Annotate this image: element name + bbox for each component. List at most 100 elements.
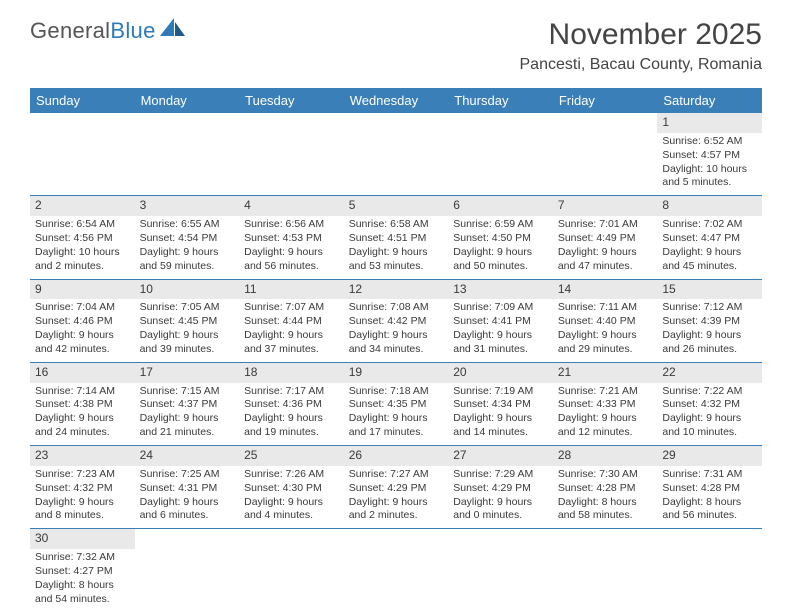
sunrise-text: Sunrise: 6:59 AM bbox=[453, 218, 548, 232]
day-cell: 18Sunrise: 7:17 AMSunset: 4:36 PMDayligh… bbox=[239, 362, 344, 445]
sunset-text: Sunset: 4:42 PM bbox=[349, 315, 444, 329]
day-cell: 21Sunrise: 7:21 AMSunset: 4:33 PMDayligh… bbox=[553, 362, 658, 445]
sunset-text: Sunset: 4:28 PM bbox=[662, 482, 757, 496]
day-cell: 22Sunrise: 7:22 AMSunset: 4:32 PMDayligh… bbox=[657, 362, 762, 445]
sunrise-text: Sunrise: 7:01 AM bbox=[558, 218, 653, 232]
sunset-text: Sunset: 4:28 PM bbox=[558, 482, 653, 496]
daylight-text: Daylight: 9 hours and 29 minutes. bbox=[558, 329, 653, 357]
sunrise-text: Sunrise: 7:12 AM bbox=[662, 301, 757, 315]
sunset-text: Sunset: 4:53 PM bbox=[244, 232, 339, 246]
day-header: Monday bbox=[135, 88, 240, 113]
sunset-text: Sunset: 4:54 PM bbox=[140, 232, 235, 246]
week-row: 2Sunrise: 6:54 AMSunset: 4:56 PMDaylight… bbox=[30, 196, 762, 279]
day-cell: 11Sunrise: 7:07 AMSunset: 4:44 PMDayligh… bbox=[239, 279, 344, 362]
sunset-text: Sunset: 4:36 PM bbox=[244, 398, 339, 412]
sunrise-text: Sunrise: 6:55 AM bbox=[140, 218, 235, 232]
sunrise-text: Sunrise: 7:07 AM bbox=[244, 301, 339, 315]
daylight-text: Daylight: 9 hours and 37 minutes. bbox=[244, 329, 339, 357]
daylight-text: Daylight: 9 hours and 47 minutes. bbox=[558, 246, 653, 274]
header: GeneralBlue November 2025 Pancesti, Baca… bbox=[0, 0, 792, 82]
sunset-text: Sunset: 4:40 PM bbox=[558, 315, 653, 329]
sunrise-text: Sunrise: 7:15 AM bbox=[140, 385, 235, 399]
sunset-text: Sunset: 4:29 PM bbox=[349, 482, 444, 496]
sunrise-text: Sunrise: 7:21 AM bbox=[558, 385, 653, 399]
daylight-text: Daylight: 9 hours and 2 minutes. bbox=[349, 496, 444, 524]
day-cell: 4Sunrise: 6:56 AMSunset: 4:53 PMDaylight… bbox=[239, 196, 344, 279]
day-number: 3 bbox=[135, 196, 240, 216]
day-cell: 19Sunrise: 7:18 AMSunset: 4:35 PMDayligh… bbox=[344, 362, 449, 445]
day-cell: 1Sunrise: 6:52 AMSunset: 4:57 PMDaylight… bbox=[657, 113, 762, 196]
day-cell: 3 Sunrise: 6:55 AMSunset: 4:54 PMDaylight… bbox=[135, 196, 240, 279]
day-cell: 2Sunrise: 6:54 AMSunset: 4:56 PMDaylight… bbox=[30, 196, 135, 279]
day-number: 10 bbox=[135, 280, 240, 300]
daylight-text: Daylight: 9 hours and 14 minutes. bbox=[453, 412, 548, 440]
sunset-text: Sunset: 4:57 PM bbox=[662, 149, 757, 163]
day-cell bbox=[135, 113, 240, 196]
day-number: 7 bbox=[553, 196, 658, 216]
sunrise-text: Sunrise: 7:26 AM bbox=[244, 468, 339, 482]
day-header: Wednesday bbox=[344, 88, 449, 113]
sunrise-text: Sunrise: 7:19 AM bbox=[453, 385, 548, 399]
day-cell: 8Sunrise: 7:02 AMSunset: 4:47 PMDaylight… bbox=[657, 196, 762, 279]
sunset-text: Sunset: 4:46 PM bbox=[35, 315, 130, 329]
sunset-text: Sunset: 4:50 PM bbox=[453, 232, 548, 246]
day-cell: 15Sunrise: 7:12 AMSunset: 4:39 PMDayligh… bbox=[657, 279, 762, 362]
day-cell: 7Sunrise: 7:01 AMSunset: 4:49 PMDaylight… bbox=[553, 196, 658, 279]
logo-sail-icon bbox=[160, 18, 186, 44]
day-cell: 13Sunrise: 7:09 AMSunset: 4:41 PMDayligh… bbox=[448, 279, 553, 362]
daylight-text: Daylight: 10 hours and 2 minutes. bbox=[35, 246, 130, 274]
sunrise-text: Sunrise: 7:08 AM bbox=[349, 301, 444, 315]
day-number: 4 bbox=[239, 196, 344, 216]
sunrise-text: Sunrise: 7:14 AM bbox=[35, 385, 130, 399]
day-cell: 5Sunrise: 6:58 AMSunset: 4:51 PMDaylight… bbox=[344, 196, 449, 279]
day-cell bbox=[553, 529, 658, 612]
daylight-text: Daylight: 9 hours and 42 minutes. bbox=[35, 329, 130, 357]
daylight-text: Daylight: 9 hours and 26 minutes. bbox=[662, 329, 757, 357]
month-title: November 2025 bbox=[520, 18, 763, 52]
daylight-text: Daylight: 9 hours and 21 minutes. bbox=[140, 412, 235, 440]
day-cell bbox=[239, 529, 344, 612]
daylight-text: Daylight: 10 hours and 5 minutes. bbox=[662, 163, 757, 191]
day-cell: 16Sunrise: 7:14 AMSunset: 4:38 PMDayligh… bbox=[30, 362, 135, 445]
sunrise-text: Sunrise: 7:04 AM bbox=[35, 301, 130, 315]
day-number: 14 bbox=[553, 280, 658, 300]
day-number: 28 bbox=[553, 446, 658, 466]
sunrise-text: Sunrise: 6:54 AM bbox=[35, 218, 130, 232]
day-cell: 12Sunrise: 7:08 AMSunset: 4:42 PMDayligh… bbox=[344, 279, 449, 362]
day-number: 16 bbox=[30, 363, 135, 383]
day-cell: 29Sunrise: 7:31 AMSunset: 4:28 PMDayligh… bbox=[657, 446, 762, 529]
sunrise-text: Sunrise: 7:17 AM bbox=[244, 385, 339, 399]
day-cell: 30Sunrise: 7:32 AMSunset: 4:27 PMDayligh… bbox=[30, 529, 135, 612]
day-number: 30 bbox=[30, 529, 135, 549]
day-number: 24 bbox=[135, 446, 240, 466]
sunset-text: Sunset: 4:44 PM bbox=[244, 315, 339, 329]
day-header: Thursday bbox=[448, 88, 553, 113]
daylight-text: Daylight: 9 hours and 19 minutes. bbox=[244, 412, 339, 440]
daylight-text: Daylight: 8 hours and 56 minutes. bbox=[662, 496, 757, 524]
sunrise-text: Sunrise: 7:05 AM bbox=[140, 301, 235, 315]
sunrise-text: Sunrise: 7:27 AM bbox=[349, 468, 444, 482]
day-cell bbox=[448, 113, 553, 196]
sunrise-text: Sunrise: 7:29 AM bbox=[453, 468, 548, 482]
day-cell bbox=[30, 113, 135, 196]
sunrise-text: Sunrise: 7:32 AM bbox=[35, 551, 130, 565]
day-number: 8 bbox=[657, 196, 762, 216]
sunset-text: Sunset: 4:29 PM bbox=[453, 482, 548, 496]
week-row: 9Sunrise: 7:04 AMSunset: 4:46 PMDaylight… bbox=[30, 279, 762, 362]
location: Pancesti, Bacau County, Romania bbox=[520, 56, 763, 74]
sunrise-text: Sunrise: 7:30 AM bbox=[558, 468, 653, 482]
daylight-text: Daylight: 9 hours and 56 minutes. bbox=[244, 246, 339, 274]
sunrise-text: Sunrise: 7:22 AM bbox=[662, 385, 757, 399]
day-header: Sunday bbox=[30, 88, 135, 113]
sunset-text: Sunset: 4:56 PM bbox=[35, 232, 130, 246]
header-right: November 2025 Pancesti, Bacau County, Ro… bbox=[520, 18, 763, 74]
sunrise-text: Sunrise: 7:18 AM bbox=[349, 385, 444, 399]
sunrise-text: Sunrise: 7:02 AM bbox=[662, 218, 757, 232]
daylight-text: Daylight: 9 hours and 24 minutes. bbox=[35, 412, 130, 440]
day-number: 19 bbox=[344, 363, 449, 383]
daylight-text: Daylight: 9 hours and 31 minutes. bbox=[453, 329, 548, 357]
day-cell: 28Sunrise: 7:30 AMSunset: 4:28 PMDayligh… bbox=[553, 446, 658, 529]
sunset-text: Sunset: 4:30 PM bbox=[244, 482, 339, 496]
daylight-text: Daylight: 9 hours and 59 minutes. bbox=[140, 246, 235, 274]
day-number: 23 bbox=[30, 446, 135, 466]
